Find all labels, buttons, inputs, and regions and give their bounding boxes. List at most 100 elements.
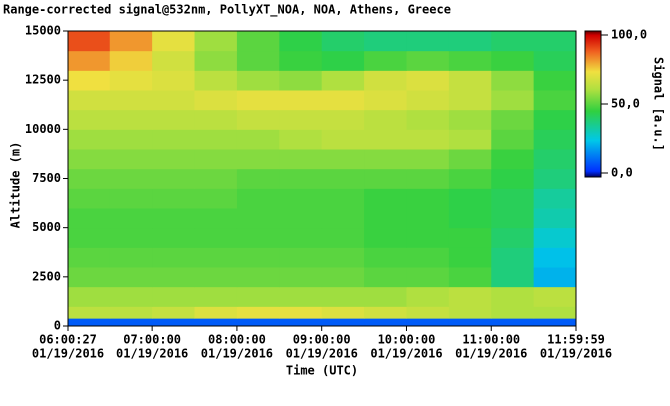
heatmap-cell bbox=[279, 208, 323, 229]
heatmap-cell bbox=[236, 188, 280, 209]
heatmap-cell bbox=[109, 129, 153, 150]
heatmap-cell bbox=[109, 188, 153, 209]
heatmap-cell bbox=[68, 286, 111, 307]
heatmap-cell bbox=[406, 286, 450, 307]
heatmap-cell bbox=[533, 90, 577, 111]
heatmap-cell bbox=[321, 188, 365, 209]
heatmap-cell bbox=[533, 109, 577, 130]
heatmap-cell bbox=[109, 267, 153, 288]
heatmap-cell bbox=[68, 70, 111, 91]
heatmap-cell bbox=[406, 168, 450, 189]
heatmap-cell bbox=[194, 70, 238, 91]
heatmap-cell bbox=[533, 168, 577, 189]
heatmap-cell bbox=[406, 306, 450, 319]
heatmap-cell bbox=[236, 149, 280, 170]
heatmap-cell bbox=[152, 90, 196, 111]
heatmap-cell bbox=[279, 318, 323, 327]
heatmap-cell bbox=[236, 31, 280, 52]
x-tick-label: 11:00:00 bbox=[462, 333, 520, 347]
heatmap-cell bbox=[448, 109, 492, 130]
heatmap-cell bbox=[68, 208, 111, 229]
heatmap-cell bbox=[448, 168, 492, 189]
heatmap-cell bbox=[491, 31, 535, 52]
heatmap-cell bbox=[533, 227, 577, 248]
heatmap-cell bbox=[194, 267, 238, 288]
heatmap-cell bbox=[364, 227, 407, 248]
heatmap-cell bbox=[448, 227, 492, 248]
heatmap-cell bbox=[68, 247, 111, 268]
heatmap-cell bbox=[406, 188, 450, 209]
x-tick-date: 01/19/2016 bbox=[455, 347, 527, 361]
heatmap-cell bbox=[68, 306, 111, 319]
heatmap-cell bbox=[109, 208, 153, 229]
heatmap-cell bbox=[364, 149, 407, 170]
x-axis-label: Time (UTC) bbox=[286, 364, 358, 378]
heatmap-cell bbox=[448, 50, 492, 71]
heatmap-cell bbox=[194, 247, 238, 268]
heatmap-cell bbox=[364, 31, 407, 52]
x-tick-label: 10:00:00 bbox=[378, 333, 436, 347]
heatmap-cell bbox=[321, 168, 365, 189]
x-tick-date: 01/19/2016 bbox=[286, 347, 358, 361]
heatmap-cell bbox=[406, 90, 450, 111]
heatmap-cell bbox=[321, 70, 365, 91]
heatmap-cell bbox=[279, 70, 323, 91]
heatmap-cell bbox=[279, 90, 323, 111]
heatmap-cell bbox=[406, 247, 450, 268]
heatmap-cell bbox=[321, 247, 365, 268]
heatmap-cell bbox=[152, 306, 196, 319]
y-tick-label: 12500 bbox=[25, 73, 61, 87]
heatmap-cell bbox=[194, 227, 238, 248]
heatmap-cell bbox=[194, 168, 238, 189]
heatmap-cell bbox=[109, 227, 153, 248]
heatmap-cell bbox=[491, 318, 535, 327]
heatmap-cell bbox=[236, 129, 280, 150]
x-tick-date: 01/19/2016 bbox=[540, 347, 612, 361]
heatmap-cell bbox=[321, 208, 365, 229]
heatmap-cell bbox=[364, 247, 407, 268]
heatmap-cell bbox=[152, 109, 196, 130]
heatmap-cell bbox=[68, 129, 111, 150]
heatmap-cell bbox=[236, 306, 280, 319]
heatmap-cell bbox=[448, 318, 492, 327]
heatmap-cell bbox=[406, 109, 450, 130]
heatmap-cell bbox=[194, 149, 238, 170]
x-tick-date: 01/19/2016 bbox=[116, 347, 188, 361]
heatmap-cell bbox=[68, 109, 111, 130]
heatmap-cell bbox=[194, 306, 238, 319]
heatmap-cell bbox=[491, 227, 535, 248]
heatmap-cell bbox=[152, 188, 196, 209]
heatmap-cell bbox=[533, 247, 577, 268]
heatmap-cell bbox=[236, 90, 280, 111]
heatmap-cell bbox=[194, 318, 238, 327]
heatmap-cell bbox=[406, 50, 450, 71]
x-tick-date: 01/19/2016 bbox=[201, 347, 273, 361]
heatmap-cell bbox=[194, 208, 238, 229]
heatmap-cell bbox=[152, 247, 196, 268]
colorbar bbox=[584, 30, 602, 178]
colorbar-tick-label: 100,0 bbox=[611, 28, 647, 42]
x-tick-label: 09:00:00 bbox=[293, 333, 351, 347]
heatmap-cell bbox=[406, 318, 450, 327]
heatmap-cell bbox=[364, 286, 407, 307]
heatmap-cell bbox=[194, 50, 238, 71]
heatmap bbox=[68, 31, 577, 327]
heatmap-cell bbox=[533, 318, 577, 327]
heatmap-cell bbox=[152, 286, 196, 307]
heatmap-cell bbox=[152, 129, 196, 150]
heatmap-cell bbox=[448, 90, 492, 111]
heatmap-cell bbox=[448, 31, 492, 52]
heatmap-cell bbox=[236, 247, 280, 268]
heatmap-cell bbox=[491, 109, 535, 130]
heatmap-cell bbox=[406, 227, 450, 248]
heatmap-cell bbox=[279, 267, 323, 288]
heatmap-cell bbox=[491, 90, 535, 111]
heatmap-cell bbox=[364, 318, 407, 327]
x-tick-date: 01/19/2016 bbox=[370, 347, 442, 361]
heatmap-cell bbox=[194, 129, 238, 150]
heatmap-cell bbox=[448, 129, 492, 150]
heatmap-cell bbox=[491, 188, 535, 209]
heatmap-cell bbox=[194, 286, 238, 307]
heatmap-cell bbox=[279, 227, 323, 248]
heatmap-cell bbox=[364, 306, 407, 319]
